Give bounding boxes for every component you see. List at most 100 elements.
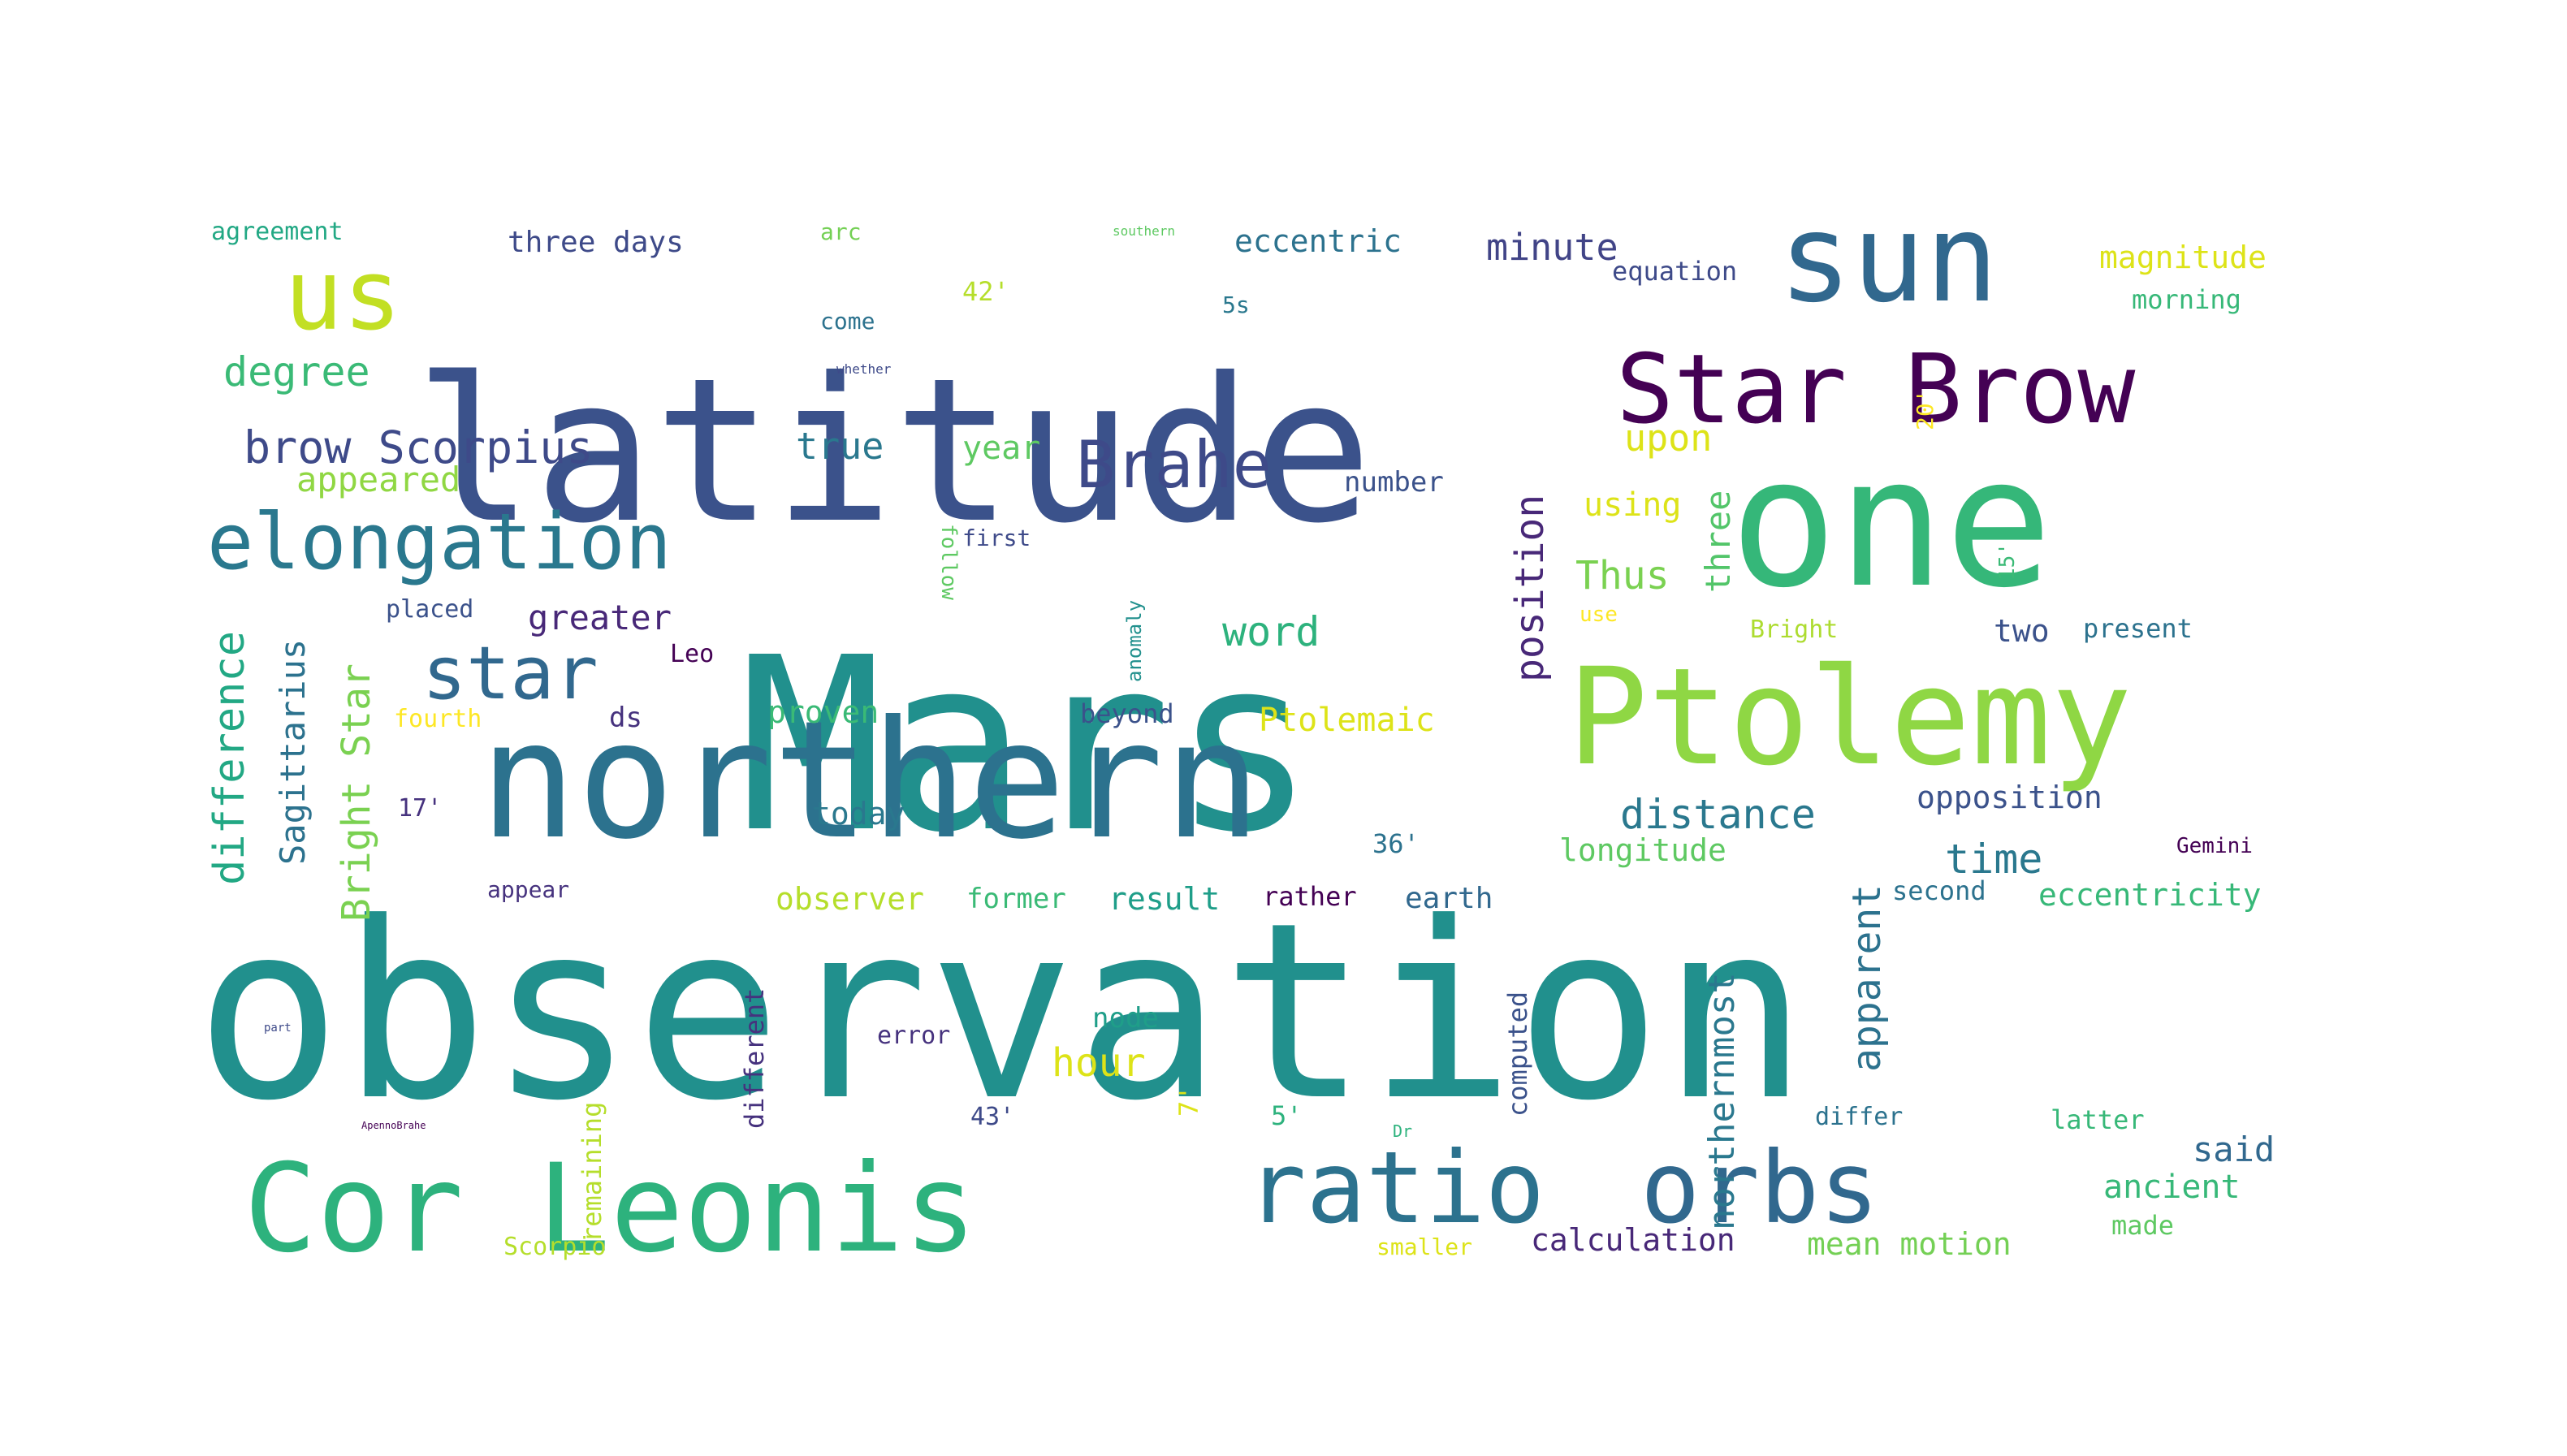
word-minute: minute [1486,226,1618,269]
word-7: 7' [1173,1085,1204,1117]
word-southern: southern [1113,223,1175,239]
word-fourth: fourth [394,705,482,733]
word-dr: Dr [1393,1121,1412,1141]
word-degree: degree [223,348,370,395]
word-placed: placed [386,595,473,624]
word-present: present [2083,613,2193,644]
word-17: 17' [398,794,442,823]
word-error: error [877,1022,950,1050]
word-position: position [1507,495,1553,682]
word-distance: distance [1620,791,1816,838]
word-using: using [1584,486,1681,524]
word-second: second [1892,875,1986,906]
word-different: different [739,988,770,1129]
word-anomaly: anomaly [1123,600,1146,682]
word-smaller: smaller [1376,1233,1472,1260]
word-magnitude: magnitude [2099,240,2267,275]
word-arc: arc [820,218,862,245]
word-longitude: longitude [1559,832,1726,868]
word-opposition: opposition [1917,780,2102,815]
word-ptolemy: Ptolemy [1567,639,2132,795]
word-result: result [1108,881,1220,917]
word-agreement: agreement [211,218,344,246]
word-ratio: ratio [1247,1130,1545,1246]
word-three-days: three days [508,226,684,259]
word-sagittarius: Sagittarius [273,639,313,865]
word-difference: difference [205,631,254,885]
word-first: first [962,525,1031,551]
word-made: made [2111,1210,2174,1241]
word-true: true [796,425,884,468]
word-43: 43' [970,1103,1014,1131]
word-said: said [2193,1130,2275,1169]
word-come: come [820,308,875,335]
word-mars: Mars [739,606,1316,885]
word-ancient: ancient [2103,1169,2241,1206]
word-ds: ds [609,702,642,734]
word-leo: Leo [670,640,714,668]
word-apparent: apparent [1844,884,1890,1072]
word-node: node [1092,1002,1159,1035]
word-5s: 5s [1222,292,1250,318]
word-upon: upon [1624,417,1712,460]
word-42: 42' [962,276,1009,307]
word-time: time [1945,836,2042,883]
word-three: three [1698,490,1738,593]
word-part: part [264,1022,292,1035]
word-northernmost: northernmost [1701,972,1743,1230]
word-mean-motion: mean motion [1807,1226,2012,1262]
word-brahe: Brahe [1076,427,1272,503]
word-20: 20' [1912,389,1938,430]
word-bright: Bright [1750,616,1838,644]
word-eccentricity: eccentricity [2038,877,2262,913]
word-star-brow: Star Brow [1616,333,2136,445]
word-5: 5' [1271,1100,1303,1131]
word-word: word [1222,608,1320,655]
word-ptolemaic: Ptolemaic [1259,702,1435,739]
word-thus: Thus [1575,553,1670,598]
word-observation: observation [195,871,1809,1154]
word-computed: computed [1502,992,1533,1117]
word-remaining: remaining [577,1102,607,1242]
word-elongation: elongation [207,498,672,587]
word-today: today [812,796,905,832]
word-year: year [962,430,1040,467]
word-proven: proven [767,694,879,730]
word-morning: morning [2132,284,2241,315]
word-use: use [1580,603,1618,627]
word-appear: appear [487,876,569,903]
word-latter: latter [2051,1104,2145,1135]
word-follow: follow [936,524,961,600]
word-36: 36' [1372,828,1420,859]
word-beyond: beyond [1080,698,1174,729]
word-northern: northern [479,686,1261,875]
word-latitude: latitude [414,335,1372,567]
word-equation: equation [1612,256,1737,287]
word-number: number [1344,466,1444,499]
word-earth: earth [1405,882,1493,915]
word-scorpio: Scorpio [503,1233,606,1261]
word-cor-leonis: Cor Leonis [244,1138,977,1280]
word-calculation: calculation [1531,1222,1735,1258]
word-bright-star: Bright Star [334,663,379,922]
word-brow-scorpius: brow Scorpius [244,421,593,473]
word-former: former [966,883,1066,915]
word-rather: rather [1263,881,1357,912]
word-apennobrahe: ApennoBrahe [361,1120,426,1131]
word-appeared: appeared [296,460,460,499]
word-hour: hour [1052,1040,1146,1086]
word-greater: greater [528,598,672,637]
word-whether: whether [836,361,892,377]
word-orbs: orbs [1640,1130,1879,1246]
word-sun: sun [1778,188,1999,330]
word-gemini: Gemini [2176,834,2253,858]
word-us: us [284,240,402,352]
word-two: two [1994,613,2050,649]
word-15: 15' [1995,542,2020,581]
word-star: star [422,631,599,716]
word-differ: differ [1815,1103,1903,1131]
word-observer: observer [776,881,924,917]
word-one: one [1730,419,2052,627]
word-eccentric: eccentric [1234,223,1402,259]
